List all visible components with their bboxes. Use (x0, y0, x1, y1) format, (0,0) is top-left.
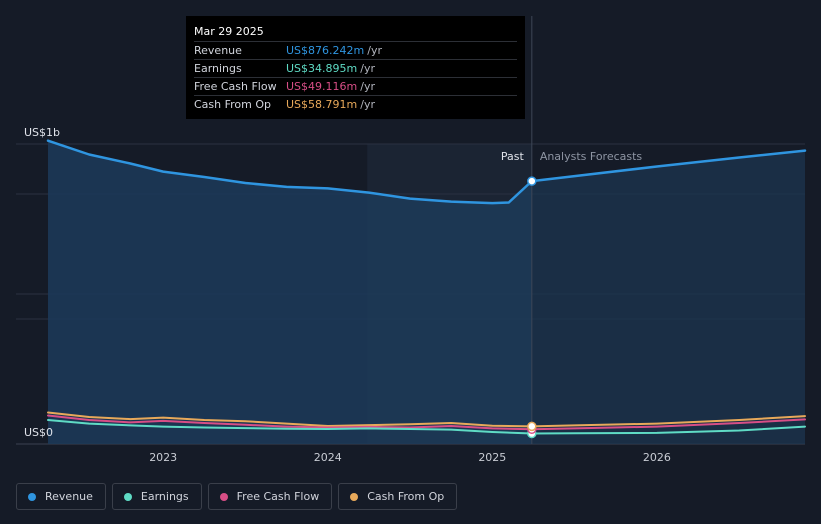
forecast-label: Analysts Forecasts (540, 150, 643, 163)
tooltip-unit: /yr (360, 98, 375, 111)
tooltip-value: US$34.895m (286, 62, 358, 75)
tooltip-label: Revenue (194, 44, 242, 57)
tooltip-label: Cash From Op (194, 98, 272, 111)
earnings-line (47, 419, 806, 435)
y-axis-label-bottom: US$0 (24, 426, 53, 439)
tooltip-date: Mar 29 2025 (194, 25, 264, 38)
tooltip-value: US$876.242m (286, 44, 365, 57)
revenue-area-past (48, 140, 532, 444)
past-label: Past (501, 150, 525, 163)
tooltip-unit: /yr (360, 62, 375, 75)
chart-legend: Revenue Earnings Free Cash Flow Cash Fro… (16, 483, 458, 510)
hover-tooltip: Mar 29 2025 Revenue US$876.242m /yr Earn… (186, 16, 525, 119)
legend-dot-icon (123, 492, 132, 501)
revenue-marker (527, 176, 537, 186)
legend-dot-icon (350, 492, 359, 501)
tooltip-value: US$49.116m (286, 80, 358, 93)
cash-from-op-line (47, 411, 806, 428)
legend-dot-icon (219, 492, 228, 501)
legend-dot-icon (28, 492, 36, 501)
legend-label: Revenue (45, 490, 93, 503)
free-cash-flow-line (47, 414, 806, 431)
x-tick-label: 2023 (149, 451, 177, 464)
revenue-line (46, 139, 807, 205)
legend-label: Earnings (140, 490, 189, 503)
tooltip-row-earnings: Earnings US$34.895m /yr (194, 59, 517, 77)
tooltip-row-cash-from-op: Cash From Op US$58.791m /yr (194, 95, 517, 113)
tooltip-label: Free Cash Flow (194, 80, 277, 93)
legend-item-cash-from-op[interactable]: Cash From Op (338, 483, 458, 510)
tooltip-value: US$58.791m (286, 98, 358, 111)
legend-item-earnings[interactable]: Earnings (111, 483, 202, 510)
y-axis-label-top: US$1b (24, 126, 60, 139)
tooltip-unit: /yr (367, 44, 382, 57)
legend-item-free-cash-flow[interactable]: Free Cash Flow (207, 483, 333, 510)
cash-from-op-marker (527, 421, 537, 432)
x-tick-label: 2024 (314, 451, 342, 464)
tooltip-row-free-cash-flow: Free Cash Flow US$49.116m /yr (194, 77, 517, 95)
x-tick-label: 2025 (478, 451, 506, 464)
legend-label: Cash From Op (367, 490, 445, 503)
legend-label: Free Cash Flow (236, 490, 320, 503)
tooltip-unit: /yr (360, 80, 375, 93)
x-tick-label: 2026 (643, 451, 671, 464)
tooltip-row-revenue: Revenue US$876.242m /yr (194, 41, 517, 59)
tooltip-label: Earnings (194, 62, 242, 75)
legend-item-revenue[interactable]: Revenue (16, 483, 106, 510)
